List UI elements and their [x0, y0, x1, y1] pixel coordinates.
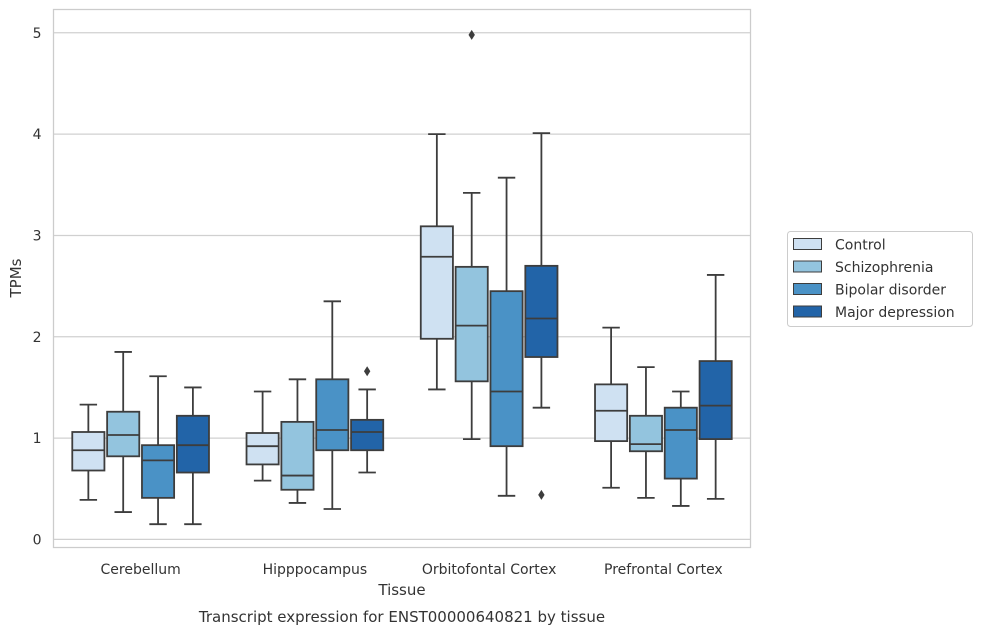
box-1-1: [280, 378, 315, 504]
y-tick-labels: 0 1 2 3 4 5: [33, 26, 42, 549]
y-tick-label: 4: [33, 127, 42, 143]
box-3-1: [628, 366, 663, 499]
outlier-point: [468, 29, 475, 40]
legend-swatch: [793, 283, 822, 295]
x-tick-label: Hipppocampus: [263, 562, 368, 578]
box-0-3: [175, 386, 210, 526]
box-iqr: [175, 414, 210, 474]
box-1-0: [245, 390, 280, 482]
legend-items: Control Schizophrenia Bipolar disorder Majo…: [793, 238, 955, 321]
legend-label: Major depression: [835, 305, 955, 321]
box-iqr: [350, 418, 385, 452]
y-tick-label: 1: [33, 431, 42, 447]
figure-caption: Transcript expression for ENST0000064082…: [198, 608, 605, 626]
box-0-1: [106, 351, 141, 513]
y-tick-label: 3: [33, 228, 42, 244]
box-3-0: [594, 326, 629, 489]
box-1-2: [315, 300, 350, 510]
box-iqr: [663, 406, 698, 480]
box-0-0: [71, 403, 106, 501]
gridlines: [53, 32, 751, 541]
box-iqr: [71, 431, 106, 472]
y-axis-title: TPMs: [7, 258, 25, 298]
outlier-point: [538, 489, 545, 500]
box-2-0: [419, 133, 454, 391]
box-iqr: [141, 444, 176, 499]
box-iqr: [524, 264, 559, 358]
legend-swatch: [793, 260, 822, 273]
box-iqr: [419, 225, 454, 340]
y-tick-label: 2: [33, 330, 42, 346]
legend-swatch: [793, 238, 822, 250]
box-0-2: [141, 375, 176, 526]
outlier-point: [363, 366, 371, 377]
box-iqr: [698, 360, 733, 440]
x-tick-label: Orbitofontal Cortex: [422, 562, 557, 578]
box-iqr: [594, 383, 629, 443]
box-2-2: [489, 176, 524, 497]
legend-swatch: [793, 305, 822, 318]
x-tick-label: Prefrontal Cortex: [604, 562, 723, 578]
y-tick-label: 0: [33, 532, 42, 548]
box-iqr: [245, 432, 280, 466]
x-axis-title: Tissue: [377, 581, 425, 599]
boxes: [71, 29, 733, 526]
box-iqr: [280, 420, 315, 491]
box-1-3: [350, 366, 385, 474]
legend-label: Control: [835, 238, 886, 254]
x-tick-labels: Cerebellum Hipppocampus Orbitofontal Corte…: [101, 562, 723, 578]
box-2-1: [454, 29, 489, 440]
box-iqr: [628, 414, 663, 453]
y-tick-label: 5: [33, 26, 42, 42]
box-iqr: [489, 290, 524, 448]
box-3-2: [663, 390, 698, 507]
box-2-3: [524, 132, 559, 500]
legend: Control Schizophrenia Bipolar disorder Majo…: [787, 231, 973, 327]
x-tick-label: Cerebellum: [101, 562, 181, 578]
box-3-3: [698, 274, 733, 500]
legend-frame: [787, 231, 973, 327]
legend-label: Schizophrenia: [835, 260, 933, 276]
plot-frame: [52, 8, 752, 549]
box-iqr: [106, 410, 141, 458]
box-iqr: [315, 378, 350, 452]
box-iqr: [454, 265, 489, 383]
legend-label: Bipolar disorder: [835, 283, 946, 299]
